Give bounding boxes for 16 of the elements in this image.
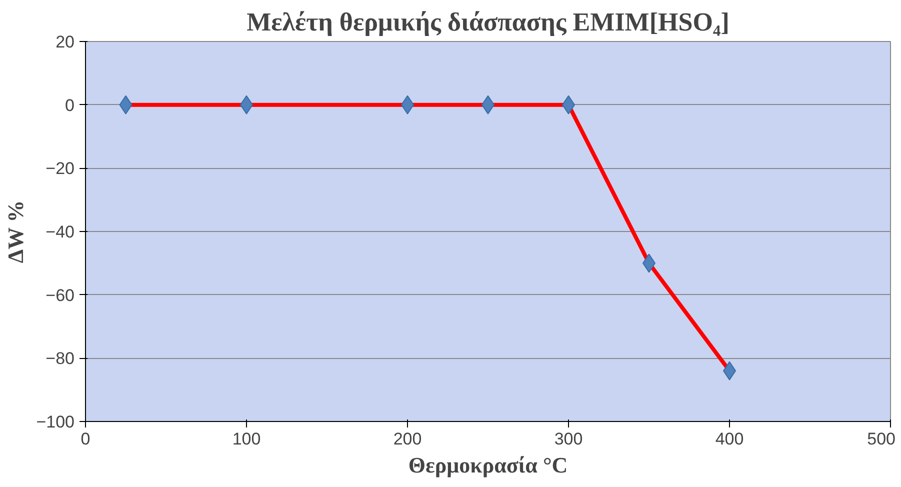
y-axis-title: ΔW % (3, 200, 28, 264)
y-tick-label: 20 (56, 32, 75, 52)
chart-title: Μελέτη θερμικής διάσπασης EMIM[HSO₄] (246, 8, 730, 36)
x-axis-title: Θερμοκρασία °C (408, 452, 568, 478)
x-tick-label: 100 (232, 430, 261, 448)
x-tick-label: 400 (715, 430, 744, 448)
y-tick-label: −60 (46, 286, 75, 305)
y-tick-label: −40 (46, 222, 75, 242)
x-tick-label: 200 (393, 430, 422, 448)
x-tick-label: 0 (80, 430, 90, 448)
y-tick-label: 0 (65, 96, 75, 115)
x-tick-label: 500 (867, 430, 896, 448)
y-tick-label: −80 (46, 349, 75, 368)
y-tick-label: −20 (46, 159, 75, 178)
x-tick-label: 300 (554, 430, 583, 448)
y-tick-label: −100 (36, 412, 75, 432)
